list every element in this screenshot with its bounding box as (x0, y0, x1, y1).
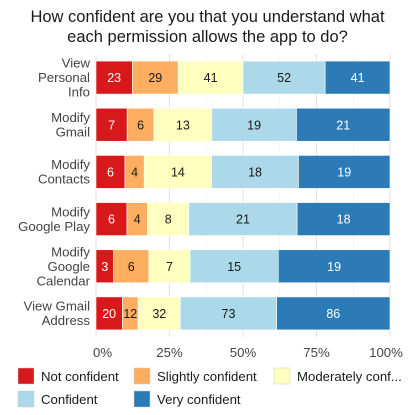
bar-value-label: 32 (152, 307, 166, 321)
chart-title-line: How confident are you that you understan… (30, 8, 384, 26)
bar-value-label: 21 (336, 118, 350, 132)
y-axis-label: Modify (51, 110, 90, 125)
bar-value-label: 19 (337, 165, 351, 179)
bar-segment (276, 296, 391, 331)
bar-value-label: 13 (176, 118, 190, 132)
bar-segment (147, 202, 190, 236)
bar-value-label: 29 (148, 71, 162, 85)
x-axis-tick-label: 75% (303, 345, 330, 360)
bar-value-label: 18 (248, 165, 262, 179)
legend-label: Very confident (157, 392, 241, 407)
legend-label: Not confident (41, 369, 119, 384)
bar-segment (132, 60, 179, 95)
legend-label: Moderately conf... (297, 369, 402, 384)
bar-value-label: 4 (131, 165, 138, 179)
y-axis-label: View (62, 56, 91, 71)
chart-title: How confident are you that you understan… (30, 8, 384, 46)
bar-value-label: 7 (166, 260, 173, 274)
x-axis-tick-label: 0% (93, 345, 112, 360)
bar-segment (211, 107, 297, 142)
x-axis-tick-label: 25% (156, 345, 183, 360)
chart-title-line: each permission allows the app to do? (67, 28, 348, 46)
legend-swatch (17, 367, 35, 385)
bar-value-label: 19 (327, 260, 341, 274)
bar-value-label: 12 (123, 307, 137, 321)
bar-segment (95, 107, 128, 142)
y-axis-label: Google Play (18, 219, 90, 234)
bar-segment (188, 202, 298, 236)
bar-value-label: 41 (204, 71, 218, 85)
bar-segment (296, 107, 391, 142)
legend-label: Slightly confident (157, 369, 257, 384)
x-axis-tick-label: 50% (230, 345, 257, 360)
bar-value-label: 6 (128, 260, 135, 274)
y-axis-label: Gmail (56, 125, 91, 140)
bar-value-label: 8 (165, 213, 172, 227)
x-axis-ticks: 0% 25% 50% 75% 100% (93, 345, 403, 360)
bar-value-label: 18 (337, 213, 351, 227)
bar-segment (153, 107, 213, 142)
bar-segment (95, 296, 123, 331)
y-axis-label: Address (42, 313, 91, 328)
gridlines (95, 54, 391, 337)
y-axis-label: Google (47, 259, 90, 274)
bar-segment (180, 296, 277, 331)
bar-segment (324, 60, 391, 95)
bar-segment (143, 155, 212, 189)
bar-segment (189, 249, 279, 284)
bar-value-label: 52 (277, 71, 291, 85)
legend-swatch (133, 390, 151, 408)
y-axis-label: Modify (51, 244, 90, 259)
bar-segment (126, 107, 155, 142)
legend-swatch (17, 390, 35, 408)
bar-value-label: 23 (107, 71, 121, 85)
y-axis-label: Calendar (36, 273, 90, 288)
legend-label: Confident (41, 392, 98, 407)
y-axis-label: Personal (38, 70, 90, 85)
x-axis-tick-label: 100% (369, 345, 403, 360)
bar-value-label: 6 (107, 165, 114, 179)
bar-value-label: 41 (351, 71, 365, 85)
bar-segment (148, 249, 191, 284)
legend-swatch (273, 367, 291, 385)
bar-segment (298, 155, 391, 189)
bar-value-label: 19 (247, 118, 261, 132)
bar-value-label: 73 (222, 307, 236, 321)
legend-swatch (133, 367, 151, 385)
bar-value-label: 3 (101, 260, 108, 274)
bar-value-label: 20 (102, 307, 116, 321)
bar-value-label: 21 (236, 213, 250, 227)
y-axis-labels: ViewPersonalInfoModifyGmailModifyContact… (18, 56, 90, 329)
bar-value-label: 86 (326, 307, 340, 321)
y-axis-label: Modify (51, 204, 90, 219)
bar-segment (95, 155, 126, 189)
y-axis-label: Contacts (38, 172, 90, 187)
bar-value-label: 4 (134, 213, 141, 227)
bar-value-label: 6 (108, 213, 115, 227)
y-axis-label: View Gmail (24, 299, 91, 314)
bar-segment (137, 296, 181, 331)
bar-segment (277, 249, 391, 284)
y-axis-label: Info (68, 85, 90, 100)
bar-segment (296, 202, 391, 236)
bar-value-label: 14 (171, 165, 185, 179)
bar-segment (113, 249, 150, 284)
bar-value-label: 6 (137, 118, 144, 132)
bar-value-label: 7 (108, 118, 115, 132)
y-axis-label: Modify (51, 157, 90, 172)
bar-segment (211, 155, 299, 189)
bar-segment (95, 202, 128, 236)
legend: Not confident Slightly confident Moderatel… (17, 367, 402, 408)
bars: 23 29 41 52 41 7 6 13 19 21 6 4 14 18 19 6 4 8 21 18 3 6 7 15 19… (95, 60, 391, 331)
bar-value-label: 15 (227, 260, 241, 274)
